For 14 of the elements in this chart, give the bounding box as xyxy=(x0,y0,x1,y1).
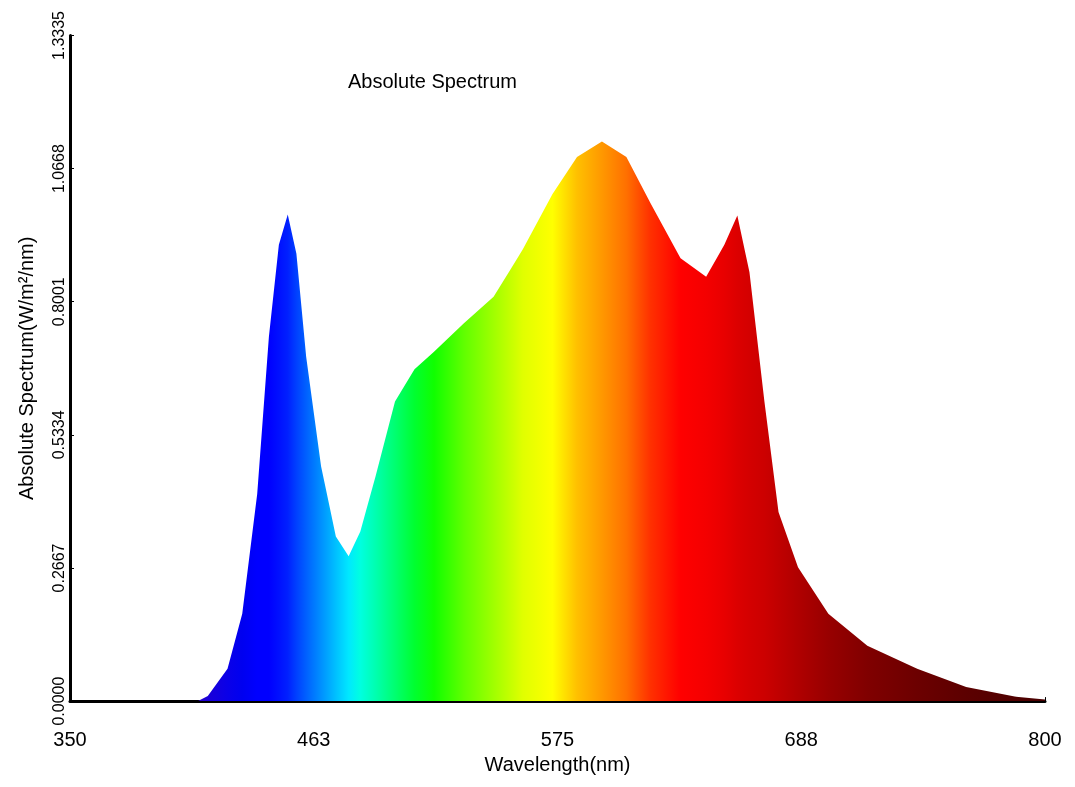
text: Absolute Spectrum xyxy=(348,70,517,92)
y-tick-label: 0.5334 xyxy=(49,410,67,460)
y-tick-label: 0.2667 xyxy=(49,543,67,593)
y-tick-label: 0.0000 xyxy=(49,676,67,726)
y-axis-title: Absolute Spectrum(W/m²/nm) xyxy=(15,236,37,500)
x-tick-label: 800 xyxy=(1028,728,1062,751)
y-tick-label: 1.3335 xyxy=(49,10,67,60)
y-tick-label: 1.0668 xyxy=(49,144,67,194)
y-tick-label: 0.8001 xyxy=(49,277,67,327)
x-tick-label: 350 xyxy=(53,728,87,751)
x-tick-label: 688 xyxy=(784,728,818,751)
x-axis-title: Wavelength(nm) xyxy=(484,753,631,775)
x-tick-label: 575 xyxy=(540,728,575,751)
x-tick-label: 463 xyxy=(297,728,331,751)
